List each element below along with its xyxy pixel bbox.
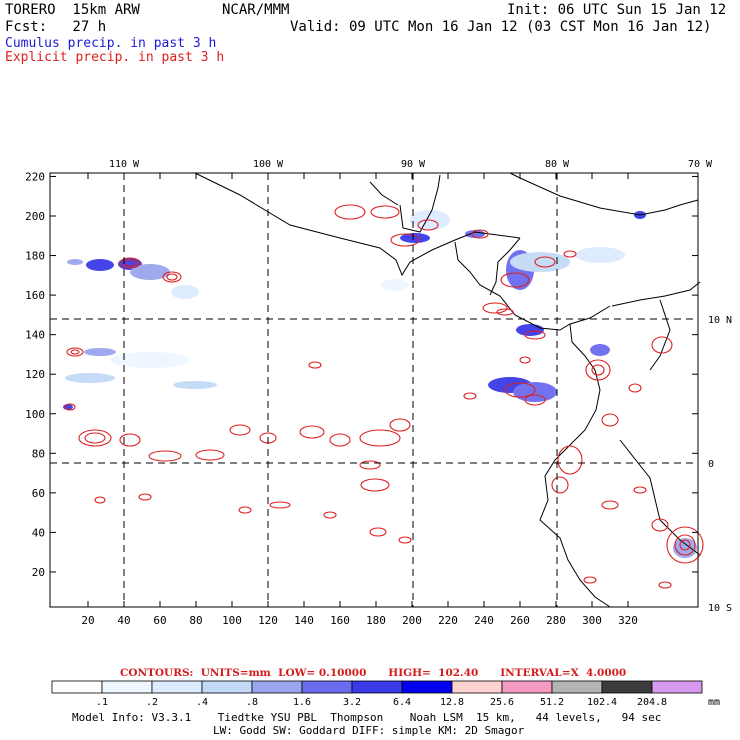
x-axis: 20 40 60 80 100 120 140 160 180 200 220 240 260 280 30…: [81, 173, 638, 627]
x-tick-label: 220: [438, 614, 458, 627]
coastlines: [194, 172, 701, 608]
colorbar-swatch: [451, 680, 503, 694]
y-tick-label: 200: [25, 210, 45, 223]
explicit-contours: [64, 204, 704, 589]
valid-time: Valid: 09 UTC Mon 16 Jan 12 (03 CST Mon …: [290, 19, 712, 35]
init-time: Init: 06 UTC Sun 15 Jan 12: [507, 2, 727, 18]
lat-lon-grid: [50, 173, 698, 607]
x-tick-label: 300: [582, 614, 602, 627]
colorbar-swatch: [551, 680, 603, 694]
colorbar-swatch: [401, 680, 453, 694]
colorbar-swatch: [301, 680, 353, 694]
legend-cumulus: Cumulus precip. in past 3 h: [5, 36, 217, 51]
lon-label: 90 W: [401, 159, 426, 170]
colorbar-swatch: [351, 680, 403, 694]
lon-label: 80 W: [545, 159, 570, 170]
x-tick-label: 100: [222, 614, 242, 627]
map-frame: [49, 172, 699, 608]
x-tick-label: 180: [366, 614, 386, 627]
lat-label: 10 S: [708, 603, 732, 614]
y-tick-label: 220: [25, 170, 45, 183]
x-tick-label: 80: [189, 614, 202, 627]
model-title: TORERO 15km ARW: [5, 2, 140, 18]
y-tick-label: 60: [32, 487, 45, 500]
colorbar-label: 3.2: [343, 697, 361, 708]
y-tick-label: 20: [32, 566, 45, 579]
colorbar-label: 102.4: [587, 697, 617, 708]
x-tick-label: 160: [330, 614, 350, 627]
colorbar-label: .1: [96, 697, 108, 708]
y-tick-label: 80: [32, 447, 45, 460]
colorbar-swatch: [101, 680, 153, 694]
colorbar: .1 .2 .4 .8 1.6 3.2 6.4 12.8 25.6 51.2 102.4 204.8 m…: [51, 680, 720, 708]
colorbar-swatch: [51, 680, 103, 694]
colorbar-swatch: [501, 680, 553, 694]
colorbar-label: 51.2: [540, 697, 564, 708]
colorbar-label: 25.6: [490, 697, 514, 708]
colorbar-swatch: [601, 680, 653, 694]
colorbar-swatch: [251, 680, 303, 694]
physics-info: LW: Godd SW: Goddard DIFF: simple KM: 2D…: [213, 724, 525, 737]
legend-explicit: Explicit precip. in past 3 h: [5, 50, 225, 65]
lon-label: 100 W: [253, 159, 284, 170]
longitude-labels: 110 W 100 W 90 W 80 W 70 W: [109, 159, 713, 170]
colorbar-units: mm: [708, 697, 720, 708]
model-info: Model Info: V3.3.1 Tiedtke YSU PBL Thomp…: [72, 711, 662, 724]
y-tick-label: 100: [25, 408, 45, 421]
y-tick-label: 140: [25, 329, 45, 342]
x-tick-label: 240: [474, 614, 494, 627]
y-tick-label: 180: [25, 250, 45, 263]
x-tick-label: 20: [81, 614, 94, 627]
y-axis: 220 200 180 160 140 120 100 80 60 40 20: [25, 170, 698, 579]
y-tick-label: 40: [32, 526, 45, 539]
forecast-hour: Fcst: 27 h: [5, 19, 107, 35]
contour-info: CONTOURS: UNITS=mm LOW= 0.10000 HIGH= 10…: [120, 667, 627, 679]
colorbar-swatch: [151, 680, 203, 694]
center-label: NCAR/MMM: [222, 2, 290, 18]
colorbar-swatch: [201, 680, 253, 694]
lon-label: 110 W: [109, 159, 140, 170]
colorbar-label: .2: [146, 697, 158, 708]
colorbar-label: .4: [196, 697, 208, 708]
x-tick-label: 260: [510, 614, 530, 627]
x-tick-label: 320: [618, 614, 638, 627]
latitude-labels: 10 N 0 10 S: [708, 315, 732, 614]
x-tick-label: 120: [258, 614, 278, 627]
colorbar-swatch: [651, 680, 703, 694]
colorbar-label: 1.6: [293, 697, 311, 708]
lon-label: 70 W: [688, 159, 713, 170]
colorbar-label: 6.4: [393, 697, 411, 708]
colorbar-label: 12.8: [440, 697, 464, 708]
lat-label: 0: [708, 459, 714, 470]
x-tick-label: 40: [117, 614, 130, 627]
x-tick-label: 60: [153, 614, 166, 627]
x-tick-label: 200: [402, 614, 422, 627]
y-tick-label: 120: [25, 368, 45, 381]
x-tick-label: 140: [294, 614, 314, 627]
colorbar-label: 204.8: [637, 697, 667, 708]
lat-label: 10 N: [708, 315, 732, 326]
y-tick-label: 160: [25, 289, 45, 302]
colorbar-label: .8: [246, 697, 258, 708]
x-tick-label: 280: [546, 614, 566, 627]
